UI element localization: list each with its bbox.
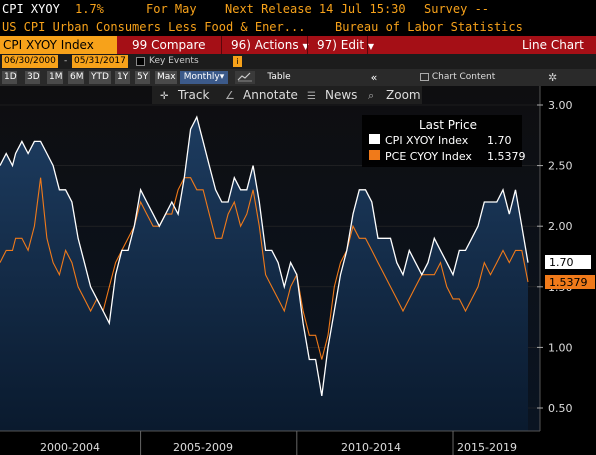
table-button[interactable]: Table	[264, 71, 294, 84]
cpi-area-fill	[0, 117, 528, 431]
line-chart-icon[interactable]	[235, 71, 255, 84]
compare-number: 99	[132, 38, 148, 52]
description-row: US CPI Urban Consumers Less Food & Ener.…	[0, 18, 596, 36]
edit-button[interactable]: 97) Edit ▼	[317, 36, 374, 54]
actions-label: Actions	[254, 38, 299, 52]
legend-value-cpi: 1.70	[487, 134, 512, 147]
x-tick-label: 2015-2019	[457, 441, 517, 454]
magnifier-icon: ⌕	[368, 89, 374, 102]
data-source: Bureau of Labor Statistics	[335, 20, 523, 34]
period-6m[interactable]: 6M	[68, 71, 84, 84]
news-label: News	[325, 88, 357, 102]
chart-legend: Last Price CPI XYOY Index 1.70 PCE CYOY …	[362, 115, 526, 167]
key-events-label: Key Events	[149, 56, 199, 66]
chart-tools-bar: ✛ Track ∠ Annotate ☰ News ⌕ Zoom	[152, 86, 422, 104]
annotate-label: Annotate	[243, 88, 298, 102]
actions-button[interactable]: 96) Actions ▼	[231, 36, 309, 54]
period-3d[interactable]: 3D	[25, 71, 40, 84]
gear-icon[interactable]: ✲	[548, 71, 558, 84]
y-tick-label: 2.50	[548, 160, 573, 173]
compare-button[interactable]: 99 Compare	[132, 36, 206, 54]
x-tick-label: 2005-2009	[173, 441, 233, 454]
ticker-symbol: CPI XYOY	[2, 2, 60, 16]
period-1y[interactable]: 1Y	[115, 71, 130, 84]
legend-swatch-cpi	[369, 134, 380, 144]
price-chart[interactable]: ✛ Track ∠ Annotate ☰ News ⌕ Zoom Last Pr…	[0, 86, 596, 455]
track-tool[interactable]: ✛ Track	[160, 88, 209, 102]
caret-down-icon: ▼	[367, 42, 375, 51]
news-icon: ☰	[307, 91, 316, 102]
last-value-tag-pce: 1.5379	[545, 275, 595, 289]
pce-last-value: 1.5379	[549, 276, 588, 289]
period-max[interactable]: Max	[155, 71, 177, 84]
cpi-last-value: 1.70	[549, 256, 574, 269]
index-field[interactable]: CPI XYOY Index	[0, 36, 117, 54]
chart-type-button[interactable]: Line Chart	[522, 38, 584, 52]
key-events-checkbox[interactable]	[136, 57, 145, 66]
function-toolbar: CPI XYOY Index 99 Compare 96) Actions ▼ …	[0, 36, 596, 54]
chart-content-icon	[420, 72, 429, 81]
survey: Survey --	[424, 2, 490, 16]
track-label: Track	[177, 88, 209, 102]
range-dash: -	[64, 56, 68, 66]
compare-label: Compare	[151, 38, 206, 52]
legend-swatch-pce	[369, 150, 380, 160]
info-icon[interactable]: i	[233, 56, 242, 67]
arrow-icon: ✛	[160, 91, 169, 102]
chart-content-label: Chart Content	[431, 72, 496, 82]
next-release: Next Release 14 Jul 15:30	[225, 2, 406, 16]
frequency-value: Monthly	[183, 72, 220, 82]
chart-content-button[interactable]: Chart Content	[420, 69, 495, 86]
period-1m[interactable]: 1M	[47, 71, 63, 84]
x-tick-label: 2010-2014	[341, 441, 401, 454]
annotate-tool[interactable]: ∠ Annotate	[225, 88, 298, 102]
legend-title: Last Price	[419, 118, 477, 132]
y-tick-label: 2.00	[548, 220, 573, 233]
last-value-tag-cpi: 1.70	[545, 255, 591, 269]
legend-label-pce: PCE CYOY Index	[385, 150, 472, 163]
legend-value-pce: 1.5379	[487, 150, 526, 163]
news-tool[interactable]: ☰ News	[307, 88, 357, 102]
period-1d[interactable]: 1D	[2, 71, 17, 84]
y-tick-label: 0.50	[548, 402, 573, 415]
zoom-label: Zoom	[386, 88, 421, 102]
pencil-icon: ∠	[225, 89, 235, 102]
period-label: For May	[146, 2, 197, 16]
y-tick-label: 3.00	[548, 99, 573, 112]
legend-label-cpi: CPI XYOY Index	[385, 134, 469, 147]
edit-label: Edit	[340, 38, 365, 52]
caret-down-icon: ▾	[219, 72, 225, 82]
caret-down-icon: ▼	[302, 42, 309, 51]
security-header: CPI XYOY 1.7% For May Next Release 14 Ju…	[0, 0, 596, 18]
end-date-input[interactable]: 05/31/2017	[72, 55, 128, 68]
pce-series-line	[0, 177, 529, 360]
y-tick-label: 1.00	[548, 341, 573, 354]
edit-number: 97)	[317, 38, 337, 52]
cpi-series-line	[0, 115, 529, 397]
period-5y[interactable]: 5Y	[135, 71, 150, 84]
zoom-tool[interactable]: ⌕ Zoom	[368, 88, 421, 102]
security-description: US CPI Urban Consumers Less Food & Ener.…	[2, 20, 306, 34]
last-value: 1.7%	[75, 2, 104, 16]
collapse-button[interactable]: «	[366, 71, 382, 84]
frequency-select[interactable]: Monthly▾	[180, 71, 228, 84]
date-range-bar: 06/30/2000 - 05/31/2017 Key Events i	[0, 54, 596, 69]
actions-number: 96)	[231, 38, 251, 52]
period-bar: 1D 3D 1M 6M YTD 1Y 5Y Max Monthly▾ Table…	[0, 69, 596, 86]
start-date-input[interactable]: 06/30/2000	[2, 55, 58, 68]
x-tick-label: 2000-2004	[40, 441, 100, 454]
period-ytd[interactable]: YTD	[89, 71, 111, 84]
